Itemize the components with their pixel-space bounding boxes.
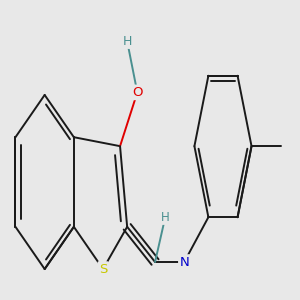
Text: H: H bbox=[161, 211, 170, 224]
Text: H: H bbox=[122, 35, 132, 48]
Text: S: S bbox=[99, 262, 107, 276]
Text: O: O bbox=[132, 86, 142, 99]
Text: N: N bbox=[179, 256, 189, 268]
